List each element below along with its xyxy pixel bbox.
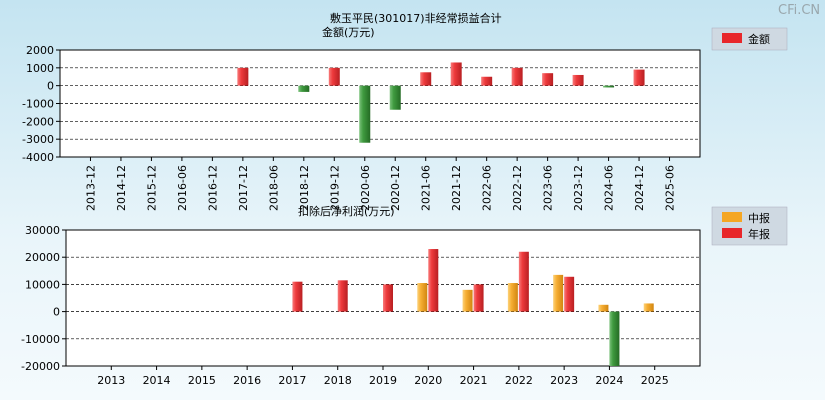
chart1-x-tick-label: 2014-12 <box>115 165 128 211</box>
chart2-legend: 中报 年报 <box>711 206 788 246</box>
chart2-x-tick-label: 2017 <box>278 374 306 387</box>
chart1-bar <box>298 85 310 92</box>
chart2-bar-interim <box>462 289 473 312</box>
chart1-x-tick-label: 2020-12 <box>389 165 402 211</box>
chart1-y-tick-label: -3000 <box>22 133 54 146</box>
legend-swatch-interim <box>722 212 742 222</box>
legend-label-interim: 中报 <box>748 211 770 225</box>
chart2-bar-annual <box>383 284 393 312</box>
chart1-bar <box>603 85 615 88</box>
chart2-y-tick-label: 20000 <box>25 251 60 264</box>
chart2-bar-annual <box>337 280 348 312</box>
chart1-bar <box>450 62 462 86</box>
chart2-bars <box>292 249 654 366</box>
chart1-x-tick-label: 2024-06 <box>603 165 616 211</box>
chart1: 敷玉平民(301017)非经常损益合计 金额(万元) 2000 1000 0 -100… <box>22 11 788 211</box>
chart2-bar-annual <box>609 311 620 366</box>
chart1-bars <box>237 62 645 143</box>
chart1-bar <box>328 67 340 86</box>
chart1-bar <box>420 72 432 86</box>
chart1-y-tick-label: 2000 <box>26 44 54 57</box>
chart2-x-tick-label: 2015 <box>188 374 216 387</box>
chart1-x-tick-label: 2017-12 <box>237 165 250 211</box>
chart1-legend: 金额 <box>711 27 788 51</box>
chart2-x-tick-label: 2019 <box>369 374 397 387</box>
chart2-x-tick-label: 2022 <box>505 374 533 387</box>
chart1-x-axis: 2013-12 2014-12 2015-12 2016-06 2016-12 2017-… <box>84 157 677 211</box>
watermark: CFi.CN <box>778 3 820 18</box>
chart1-x-tick-label: 2023-12 <box>572 165 585 211</box>
chart1-bar <box>359 85 371 143</box>
chart2-bar-interim <box>598 304 609 312</box>
chart2-bar-annual <box>428 249 439 312</box>
legend-swatch-annual <box>722 228 742 238</box>
chart1-y-tick-label: -4000 <box>22 151 54 164</box>
chart2-x-tick-label: 2024 <box>595 374 623 387</box>
chart2-y-tick-label: 0 <box>53 306 60 319</box>
chart1-x-tick-label: 2022-12 <box>511 165 524 211</box>
chart2-bar-interim <box>553 274 564 312</box>
chart2-y-axis: 30000 20000 10000 0 -10000 -20000 <box>21 224 66 373</box>
chart2-y-tick-label: -10000 <box>21 333 60 346</box>
chart2-title: 扣除后净利润(万元) <box>298 204 395 218</box>
chart1-x-tick-label: 2018-12 <box>298 165 311 211</box>
chart1-x-tick-label: 2021-12 <box>450 165 463 211</box>
chart1-x-tick-label: 2022-06 <box>481 165 494 211</box>
chart1-bar <box>237 67 249 86</box>
chart2-y-tick-label: 10000 <box>25 278 60 291</box>
chart2-bar-interim <box>507 283 518 312</box>
chart1-x-tick-label: 2016-12 <box>206 165 219 211</box>
chart1-subtitle: 金额(万元) <box>322 25 375 39</box>
chart1-gridlines <box>60 67 700 140</box>
chart1-title: 敷玉平民(301017)非经常损益合计 <box>330 11 502 25</box>
chart1-bar <box>389 85 401 110</box>
chart1-x-tick-label: 2021-06 <box>420 165 433 211</box>
chart1-x-tick-label: 2020-06 <box>359 165 372 211</box>
chart1-y-tick-label: -2000 <box>22 115 54 128</box>
chart2-x-tick-label: 2018 <box>324 374 352 387</box>
chart1-x-tick-label: 2016-06 <box>176 165 189 211</box>
chart2-y-tick-label: -20000 <box>21 360 60 373</box>
chart1-y-tick-label: 1000 <box>26 62 54 75</box>
chart1-y-axis: 2000 1000 0 -1000 -2000 -3000 -4000 <box>22 44 60 164</box>
chart2: 扣除后净利润(万元) 3000020000100000-10000-20000 … <box>21 204 788 387</box>
chart1-x-tick-label: 2024-12 <box>633 165 646 211</box>
chart2-x-tick-label: 2025 <box>641 374 669 387</box>
chart1-x-tick-label: 2013-12 <box>84 165 97 211</box>
chart1-bar <box>572 74 584 86</box>
chart1-x-tick-label: 2023-06 <box>542 165 555 211</box>
chart2-bar-annual <box>292 281 303 312</box>
chart1-bar <box>542 73 554 86</box>
chart2-bar-interim <box>417 283 428 312</box>
chart2-x-tick-label: 2016 <box>233 374 261 387</box>
chart1-y-tick-label: 0 <box>47 80 54 93</box>
chart2-x-tick-label: 2020 <box>414 374 442 387</box>
chart2-x-tick-label: 2021 <box>460 374 488 387</box>
chart2-x-tick-label: 2013 <box>97 374 125 387</box>
chart2-bar-annual <box>518 251 529 312</box>
legend-label-annual: 年报 <box>748 227 770 241</box>
chart2-x-axis: 2013 2014 2015 2016 2017 2018 2019 2020 2021 2022… <box>97 366 669 387</box>
legend-label-amount: 金额 <box>748 32 770 46</box>
chart1-x-tick-label: 2015-12 <box>145 165 158 211</box>
chart1-bar <box>481 76 493 86</box>
chart1-x-tick-label: 2025-06 <box>664 165 677 211</box>
chart1-bar <box>511 67 523 86</box>
chart1-x-tick-label: 2018-06 <box>267 165 280 211</box>
legend-swatch-amount <box>722 33 742 43</box>
chart2-bar-annual <box>473 284 484 312</box>
chart1-y-tick-label: -1000 <box>22 98 54 111</box>
chart1-bar <box>633 69 645 86</box>
chart2-bar-annual <box>564 276 575 312</box>
chart1-x-tick-label: 2019-12 <box>328 165 341 211</box>
chart2-x-tick-label: 2014 <box>143 374 171 387</box>
chart2-y-tick-label: 30000 <box>25 224 60 237</box>
chart2-x-tick-label: 2023 <box>550 374 578 387</box>
chart2-bar-interim <box>643 303 654 312</box>
